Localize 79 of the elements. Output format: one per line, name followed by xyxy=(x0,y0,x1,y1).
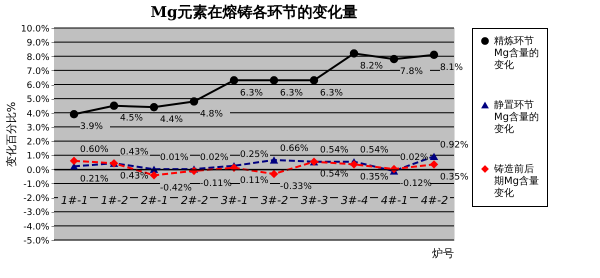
y-tick-label: 0.0% xyxy=(26,166,50,176)
y-tick-label: -2.0% xyxy=(23,194,50,204)
data-label: 0.43% xyxy=(120,171,150,182)
x-tick-label: 1#-1 xyxy=(60,194,88,207)
point xyxy=(190,97,198,106)
y-tick-label: 9.0% xyxy=(26,38,50,49)
y-tick-label: 10.0% xyxy=(20,24,50,34)
y-axis-title: 变化百分比% xyxy=(4,102,18,168)
data-label: 0.21% xyxy=(80,174,110,184)
y-tick-label: 6.0% xyxy=(26,81,50,92)
x-tick-label: 1#-2 xyxy=(100,194,128,207)
y-tick-label: 7.0% xyxy=(26,66,50,77)
point xyxy=(70,110,78,118)
data-label: 0.02% xyxy=(400,153,430,164)
point xyxy=(150,171,158,180)
data-label: -0.11% xyxy=(200,178,232,189)
x-tick-label: 3#-1 xyxy=(220,194,248,207)
point xyxy=(270,156,278,164)
x-tick-label: 3#-4 xyxy=(340,194,368,207)
legend-label: 精炼环节Mg含量的变化 xyxy=(494,35,539,71)
data-label: 0.60% xyxy=(80,144,110,155)
x-tick-label: 4#-2 xyxy=(420,194,448,207)
data-label: -0.12% xyxy=(400,179,432,190)
y-tick-label: 1.0% xyxy=(26,152,50,162)
data-label: 4.4% xyxy=(160,115,184,126)
data-label: 8.1% xyxy=(440,62,464,73)
x-tick-label: 4#-1 xyxy=(380,194,408,207)
data-label: 0.35% xyxy=(440,172,470,182)
data-label: 4.8% xyxy=(200,109,224,120)
x-tick-label: 3#-3 xyxy=(300,194,328,207)
data-label: 0.92% xyxy=(440,140,470,150)
data-label: 6.3% xyxy=(320,88,344,98)
data-label: 8.2% xyxy=(360,61,384,72)
y-tick-label: 3.0% xyxy=(26,123,50,134)
data-label: 0.25% xyxy=(240,150,270,160)
data-label: 0.43% xyxy=(120,147,150,158)
point xyxy=(270,76,278,84)
data-label: 0.11% xyxy=(240,176,270,186)
x-tick-label: 2#-1 xyxy=(140,194,168,207)
data-label: 0.35% xyxy=(360,172,390,182)
data-label: -0.42% xyxy=(160,183,192,194)
point xyxy=(430,50,438,60)
y-tick-label: 4.0% xyxy=(26,109,50,120)
data-label: 6.3% xyxy=(240,88,264,98)
data-label: 3.9% xyxy=(80,122,104,132)
data-label: 4.5% xyxy=(120,114,144,124)
point xyxy=(230,76,238,84)
y-tick-label: -3.0% xyxy=(23,208,50,218)
point xyxy=(110,102,118,110)
y-tick-label: -5.0% xyxy=(23,236,50,246)
point xyxy=(430,152,438,160)
data-label: 7.8% xyxy=(400,67,424,78)
point xyxy=(150,102,158,112)
x-axis-title: 炉号 xyxy=(432,247,454,260)
y-tick-label: -1.0% xyxy=(23,180,50,190)
legend-label: 铸造前后期Mg含量变化 xyxy=(493,163,539,199)
legend-label: 静置环节Mg含量的变化 xyxy=(494,99,539,135)
y-tick-label: 2.0% xyxy=(26,138,50,148)
data-label: 6.3% xyxy=(280,88,304,98)
data-label: 0.54% xyxy=(320,170,350,180)
point xyxy=(270,170,278,178)
x-tick-label: 2#-2 xyxy=(180,194,208,207)
point xyxy=(350,160,358,169)
data-label: 0.54% xyxy=(360,146,390,156)
point xyxy=(390,54,398,64)
y-tick-label: 5.0% xyxy=(26,95,50,106)
chart-title: Mg元素在熔铸各环节的变化量 xyxy=(150,3,358,21)
point xyxy=(310,76,318,84)
data-label: -0.33% xyxy=(280,182,312,192)
data-label: 0.01% xyxy=(160,153,190,164)
point xyxy=(350,49,358,58)
point xyxy=(70,156,78,166)
data-label: 0.54% xyxy=(320,146,350,156)
data-label: 0.02% xyxy=(200,153,230,164)
data-label: 0.66% xyxy=(280,144,310,154)
point xyxy=(430,160,438,169)
x-tick-label: 3#-2 xyxy=(260,194,288,207)
y-tick-label: -4.0% xyxy=(23,222,50,232)
y-tick-label: 8.0% xyxy=(26,52,50,63)
